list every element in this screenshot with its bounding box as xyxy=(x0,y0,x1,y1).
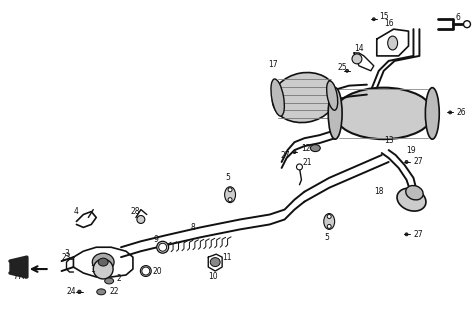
Text: 27: 27 xyxy=(413,157,422,166)
Circle shape xyxy=(448,111,451,114)
Circle shape xyxy=(345,69,348,72)
Ellipse shape xyxy=(104,278,113,284)
Text: 3: 3 xyxy=(64,249,69,258)
Text: 15: 15 xyxy=(378,12,387,21)
Ellipse shape xyxy=(272,73,336,123)
Text: 17: 17 xyxy=(267,60,277,69)
Text: 2: 2 xyxy=(116,275,120,284)
Text: 23: 23 xyxy=(61,253,71,262)
Text: 25: 25 xyxy=(337,63,346,72)
Text: 16: 16 xyxy=(383,19,393,28)
Circle shape xyxy=(93,259,113,279)
Circle shape xyxy=(159,243,166,251)
Circle shape xyxy=(141,267,149,275)
Text: 21: 21 xyxy=(302,158,311,167)
Text: 13: 13 xyxy=(383,136,393,145)
Circle shape xyxy=(404,233,407,236)
Text: 24: 24 xyxy=(66,287,76,296)
Ellipse shape xyxy=(157,241,168,253)
Ellipse shape xyxy=(387,36,397,50)
Ellipse shape xyxy=(425,88,438,139)
Ellipse shape xyxy=(396,188,425,211)
Ellipse shape xyxy=(326,81,337,110)
Circle shape xyxy=(372,18,375,21)
Circle shape xyxy=(137,215,145,223)
Circle shape xyxy=(228,198,231,202)
Text: 9: 9 xyxy=(153,235,159,244)
Text: 5: 5 xyxy=(225,173,230,182)
Circle shape xyxy=(327,214,330,219)
Circle shape xyxy=(404,161,407,164)
Text: 11: 11 xyxy=(222,253,231,262)
Ellipse shape xyxy=(310,145,319,152)
Ellipse shape xyxy=(334,88,432,139)
Polygon shape xyxy=(10,257,27,277)
Text: 26: 26 xyxy=(455,108,465,117)
Ellipse shape xyxy=(323,213,334,229)
Text: FR.: FR. xyxy=(15,272,29,282)
Text: 27: 27 xyxy=(413,230,422,239)
Text: 4: 4 xyxy=(73,207,78,216)
Text: 19: 19 xyxy=(406,146,415,155)
Text: 20: 20 xyxy=(152,267,162,276)
Text: 6: 6 xyxy=(454,13,459,22)
Ellipse shape xyxy=(270,79,284,116)
Circle shape xyxy=(228,188,231,192)
Text: 5: 5 xyxy=(324,233,329,242)
Text: 8: 8 xyxy=(190,223,195,232)
Ellipse shape xyxy=(327,88,341,139)
Circle shape xyxy=(78,290,81,293)
Ellipse shape xyxy=(92,253,114,271)
Ellipse shape xyxy=(97,289,106,295)
Circle shape xyxy=(463,21,469,28)
Text: 27: 27 xyxy=(280,150,290,160)
Ellipse shape xyxy=(98,258,108,266)
Ellipse shape xyxy=(405,186,422,200)
Circle shape xyxy=(327,224,330,228)
Circle shape xyxy=(292,151,296,154)
Text: 22: 22 xyxy=(109,287,119,296)
Circle shape xyxy=(351,54,361,64)
Text: 28: 28 xyxy=(131,207,140,216)
Text: 18: 18 xyxy=(373,187,383,196)
Ellipse shape xyxy=(210,258,220,267)
Text: 1: 1 xyxy=(90,265,95,274)
Text: 12: 12 xyxy=(301,144,310,153)
Text: 10: 10 xyxy=(208,272,218,282)
Text: 14: 14 xyxy=(353,44,363,53)
Circle shape xyxy=(296,164,302,170)
Ellipse shape xyxy=(140,266,151,276)
Ellipse shape xyxy=(224,187,235,203)
